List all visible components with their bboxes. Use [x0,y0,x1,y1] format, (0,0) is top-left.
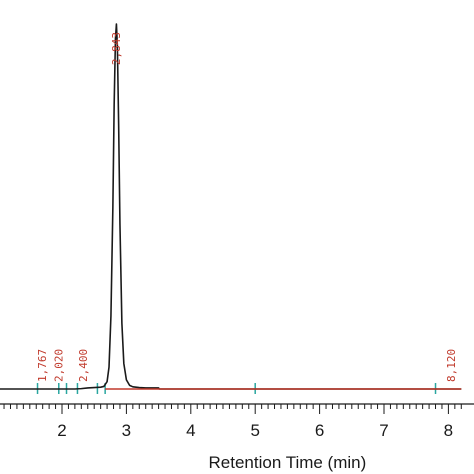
x-axis-title: Retention Time (min) [209,453,367,472]
x-axis: 2 3 4 5 6 7 8 [0,403,474,440]
peak-label: 1,767 [36,349,49,382]
x-tick-label: 8 [444,421,453,440]
peak-label: 2,020 [52,349,65,382]
x-tick-label: 4 [186,421,195,440]
signal-trace [0,23,462,390]
x-tick-label: 2 [57,421,66,440]
chromatogram-traces [0,23,462,390]
x-tick-label: 5 [250,421,259,440]
peak-label: 8,120 [445,349,458,382]
x-tick-label: 3 [122,421,131,440]
x-tick-label: 7 [379,421,388,440]
peak-label: 2,843 [110,32,123,65]
x-tick-label: 6 [315,421,324,440]
peak-labels: 1,767 2,020 2,400 8,120 2,843 [36,32,458,382]
peak-label: 2,400 [77,349,90,382]
